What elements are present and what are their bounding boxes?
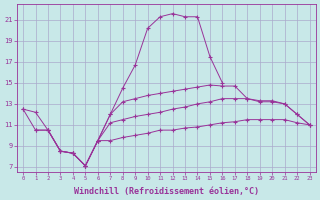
X-axis label: Windchill (Refroidissement éolien,°C): Windchill (Refroidissement éolien,°C) <box>74 187 259 196</box>
